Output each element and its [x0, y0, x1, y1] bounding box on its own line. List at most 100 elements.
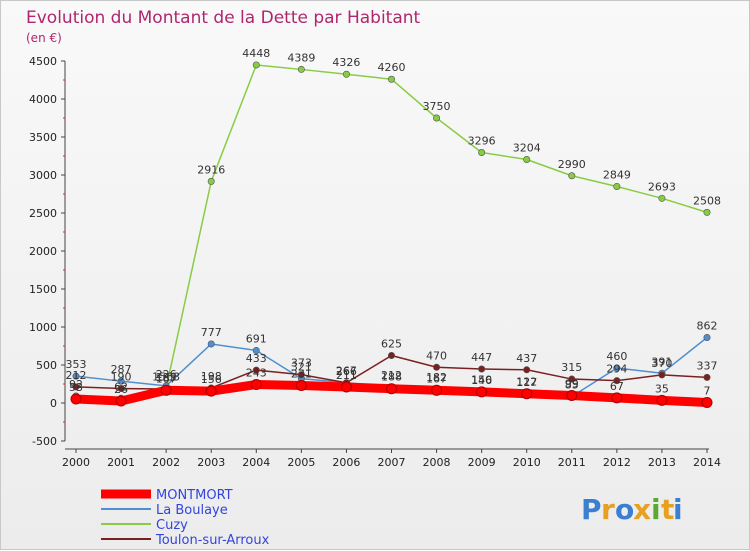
data-point [387, 351, 395, 359]
data-label: 321 [291, 361, 312, 374]
data-label: 437 [516, 352, 537, 365]
data-point [523, 155, 531, 163]
data-label: 26 [114, 383, 128, 396]
chart-subtitle: (en €) [26, 31, 62, 45]
data-label: 85 [565, 379, 579, 392]
data-label: 150 [471, 374, 492, 387]
data-point [433, 363, 441, 371]
legend-label: Toulon-sur-Arroux [155, 533, 270, 548]
y-tick-label: 3000 [29, 169, 57, 182]
data-point [613, 377, 621, 385]
data-point [115, 395, 127, 407]
data-point [117, 385, 125, 393]
x-tick-label: 2009 [468, 456, 496, 469]
data-label: 212 [66, 369, 87, 382]
data-point [207, 177, 215, 185]
logo-letter: i [651, 493, 661, 526]
data-label: 2508 [693, 194, 721, 207]
legend-label: La Boulaye [156, 503, 228, 518]
x-tick-label: 2006 [332, 456, 360, 469]
data-label: 2916 [197, 163, 225, 176]
x-tick-label: 2007 [378, 456, 406, 469]
data-point [252, 366, 260, 374]
data-label: 35 [655, 382, 669, 395]
data-point [72, 383, 80, 391]
data-point [523, 366, 531, 374]
data-point [703, 373, 711, 381]
legend-label: Cuzy [156, 518, 188, 533]
logo-letter: t [661, 493, 674, 526]
logo-letter: r [601, 493, 615, 526]
data-label: 4448 [242, 47, 270, 60]
data-label: 146 [471, 374, 492, 387]
data-point [703, 208, 711, 216]
data-point [701, 396, 713, 408]
data-label: 373 [291, 357, 312, 370]
data-label: 294 [606, 363, 627, 376]
data-point [252, 346, 260, 354]
data-label: 182 [426, 371, 447, 384]
data-point [521, 388, 533, 400]
data-label: 287 [111, 363, 132, 376]
y-tick-label: 2500 [29, 207, 57, 220]
x-tick-label: 2013 [648, 456, 676, 469]
data-label: 122 [516, 376, 537, 389]
data-point [207, 340, 215, 348]
data-point [340, 381, 352, 393]
data-label: 198 [201, 370, 222, 383]
logo-letter: x [633, 493, 651, 526]
x-tick-label: 2014 [693, 456, 721, 469]
data-label: 353 [66, 358, 87, 371]
data-point [252, 61, 260, 69]
data-point [568, 172, 576, 180]
y-tick-label: 2000 [29, 245, 57, 258]
x-tick-label: 2003 [197, 456, 225, 469]
data-label: 167 [426, 372, 447, 385]
y-tick-label: 4500 [29, 55, 57, 68]
axes: -500 0 500 1000 1500 2000 2500 3000 3500 4000 4500… [29, 55, 721, 469]
data-label: 625 [381, 338, 402, 351]
series-layer [70, 61, 713, 408]
data-point [611, 392, 623, 404]
data-point [72, 372, 80, 380]
data-point [566, 389, 578, 401]
data-point [478, 365, 486, 373]
logo-letter: o [615, 493, 634, 526]
data-label: 243 [246, 367, 267, 380]
legend-label: MONTMORT [156, 488, 233, 503]
data-label: 337 [697, 359, 718, 372]
data-label: 391 [651, 355, 672, 368]
data-point [70, 393, 82, 405]
chart-title: Evolution du Montant de la Dette par Hab… [26, 8, 421, 28]
data-label: 3204 [513, 141, 541, 154]
data-point [295, 379, 307, 391]
y-tick-label: 0 [50, 397, 57, 410]
data-label: 156 [201, 373, 222, 386]
data-label: 1563 [152, 370, 180, 383]
data-label: 117 [516, 376, 537, 389]
data-label: 3750 [423, 100, 451, 113]
data-point [476, 386, 488, 398]
data-label: 266 [336, 365, 357, 378]
y-tick-label: 500 [36, 359, 57, 372]
data-labels: 53 26 167 156 243 231 211 188 167 146 122 99 67 35 7 35… [66, 47, 722, 398]
data-label: 167 [156, 372, 177, 385]
data-point [613, 364, 621, 372]
data-label: 862 [697, 319, 718, 332]
data-point [433, 114, 441, 122]
x-tick-label: 2005 [287, 456, 315, 469]
data-label: 470 [426, 349, 447, 362]
x-tick-label: 2011 [558, 456, 586, 469]
data-point [250, 379, 262, 391]
y-tick-label: -500 [32, 435, 57, 448]
data-point [658, 194, 666, 202]
data-label: 7 [704, 384, 711, 397]
data-label: 4260 [378, 61, 406, 74]
x-tick-label: 2010 [513, 456, 541, 469]
data-label: 2849 [603, 168, 631, 181]
data-label: 4326 [332, 56, 360, 69]
data-label: 777 [201, 326, 222, 339]
